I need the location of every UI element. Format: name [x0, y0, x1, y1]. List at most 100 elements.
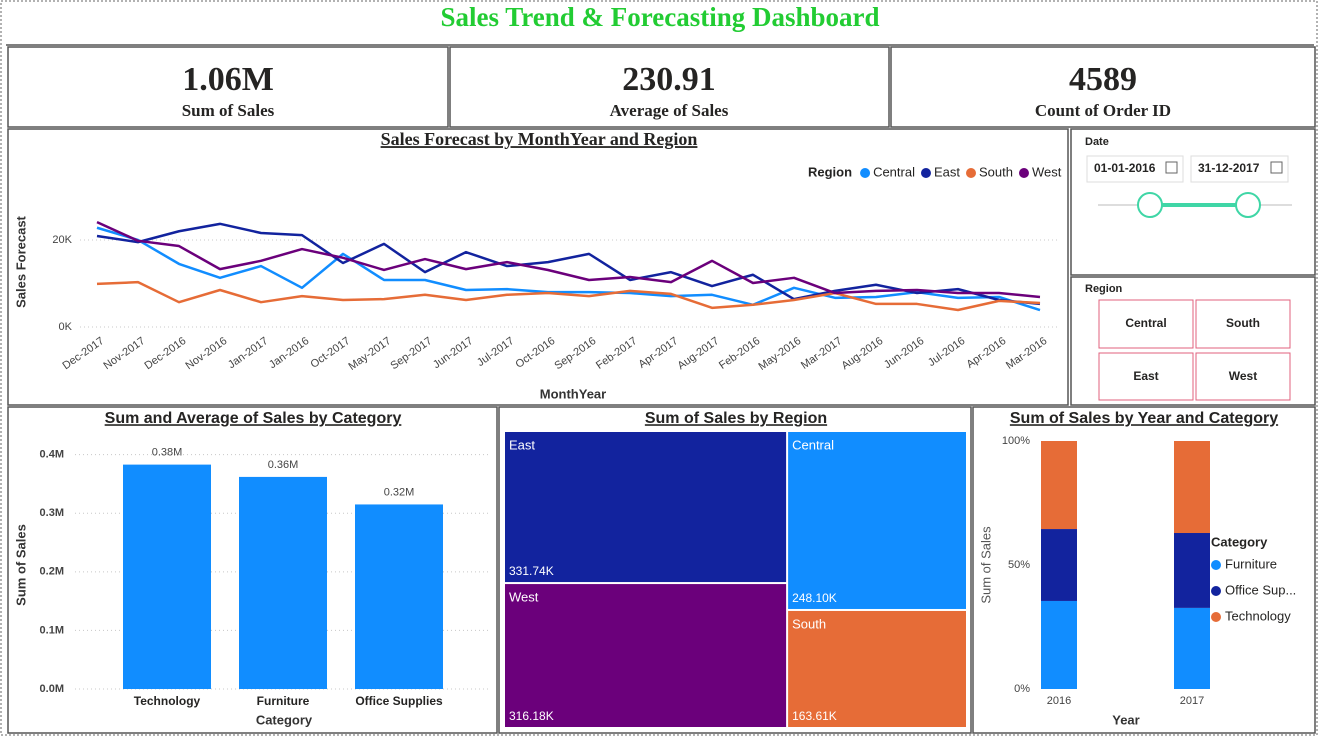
chart-title: Sales Forecast by MonthYear and Region: [381, 129, 698, 149]
tile-label: West: [509, 590, 539, 605]
y-tick-label: 0.0M: [40, 683, 64, 695]
region-option[interactable]: West: [1229, 369, 1257, 383]
legend-title: Category: [1211, 534, 1268, 549]
tile-value: 316.18K: [509, 709, 554, 723]
legend-marker: [860, 168, 871, 178]
legend-marker: [1018, 168, 1029, 178]
y-tick-label: 0.2M: [40, 566, 64, 578]
bar-segment: [1174, 607, 1210, 689]
data-label: 0.38M: [152, 447, 183, 459]
legend-label: Furniture: [1225, 556, 1277, 571]
legend-title: Region: [808, 164, 852, 179]
legend-label: Central: [873, 164, 915, 179]
date-slicer: [1070, 128, 1316, 276]
treemap-tile: [788, 610, 966, 727]
region-button[interactable]: [1098, 299, 1194, 349]
calendar-icon[interactable]: [1270, 161, 1283, 174]
kpi-value: 230.91: [622, 61, 716, 98]
y-tick-label: 20K: [52, 234, 72, 246]
y-tick-label: 50%: [1008, 559, 1030, 571]
series-line: [96, 280, 1041, 312]
legend-marker: [1211, 586, 1221, 596]
series-line: [96, 222, 1041, 306]
treemap-tile: [505, 584, 787, 727]
x-axis-title: Year: [1112, 712, 1139, 727]
region-button[interactable]: [1098, 352, 1194, 401]
tile-label: Central: [792, 437, 834, 452]
chart-title: Sum of Sales by Year and Category: [1010, 410, 1278, 427]
bar-segment: [1174, 533, 1210, 608]
dashboard-title: Sales Trend & Forecasting Dashboard: [440, 2, 879, 32]
y-tick-label: 0%: [1014, 683, 1030, 695]
x-tick-label: 2016: [1047, 695, 1071, 707]
slicer-label: Date: [1085, 136, 1109, 148]
legend-label: West: [1032, 164, 1062, 179]
series-line: [96, 220, 1041, 299]
date-start[interactable]: 01-01-2016: [1094, 161, 1156, 175]
x-tick-label: Office Supplies: [355, 694, 443, 708]
bar-segment: [1174, 441, 1210, 534]
stacked-panel: [972, 406, 1316, 734]
treemap-tile: [505, 432, 787, 583]
tile-value: 163.61K: [792, 709, 837, 723]
slider-handle[interactable]: [1235, 192, 1261, 218]
date-input[interactable]: [1190, 155, 1289, 183]
series-line: [96, 226, 1041, 312]
bar: [355, 504, 443, 689]
data-label: 0.36M: [268, 459, 299, 471]
kpi-card: [449, 46, 890, 128]
tile-value: 248.10K: [792, 591, 837, 605]
y-tick-label: 0.3M: [40, 507, 64, 519]
kpi-value: 1.06M: [182, 61, 274, 98]
data-label: 0.32M: [384, 486, 415, 498]
kpi-label: Sum of Sales: [182, 101, 275, 120]
legend-marker: [920, 168, 931, 178]
region-button[interactable]: [1195, 299, 1291, 349]
y-tick-label: 0.4M: [40, 449, 64, 461]
chart-title: Sum of Sales by Region: [645, 410, 827, 427]
calendar-icon[interactable]: [1165, 161, 1178, 174]
y-axis-title: Sales Forecast: [13, 215, 28, 307]
slicer-label: Region: [1085, 283, 1123, 295]
legend-marker: [966, 168, 976, 178]
bar-segment: [1041, 441, 1077, 530]
x-tick-label: 2017: [1180, 695, 1204, 707]
region-option[interactable]: South: [1226, 316, 1260, 330]
y-axis-title: Sum of Sales: [13, 524, 28, 606]
bar: [123, 464, 211, 689]
tile-value: 331.74K: [509, 564, 554, 578]
bar-segment: [1041, 600, 1077, 689]
kpi-label: Average of Sales: [610, 101, 729, 120]
legend-label: Technology: [1225, 608, 1291, 623]
x-axis-title: Category: [256, 712, 313, 727]
region-option[interactable]: East: [1133, 369, 1158, 383]
chart-title: Sum and Average of Sales by Category: [105, 410, 402, 427]
legend-marker: [1211, 612, 1221, 622]
slider-handle[interactable]: [1137, 192, 1163, 218]
bar: [239, 476, 327, 689]
y-tick-label: 0K: [59, 321, 73, 333]
bar-segment: [1041, 529, 1077, 601]
tile-label: East: [509, 437, 535, 452]
region-option[interactable]: Central: [1125, 316, 1166, 330]
kpi-value: 4589: [1069, 61, 1137, 98]
y-axis-title: Sum of Sales: [978, 526, 993, 604]
region-button[interactable]: [1195, 352, 1291, 401]
treemap-tile: [788, 432, 966, 609]
legend-label: South: [979, 164, 1013, 179]
date-end[interactable]: 31-12-2017: [1198, 161, 1260, 175]
x-tick-label: Furniture: [257, 694, 310, 708]
legend-marker: [1211, 560, 1221, 570]
y-tick-label: 0.1M: [40, 624, 64, 636]
kpi-card: [890, 46, 1316, 128]
legend-label: East: [934, 164, 960, 179]
x-axis-title: MonthYear: [540, 386, 606, 401]
kpi-label: Count of Order ID: [1035, 101, 1171, 120]
legend-label: Office Sup...: [1225, 582, 1296, 597]
x-tick-label: Technology: [134, 694, 201, 708]
kpi-card: [7, 46, 449, 128]
y-tick-label: 100%: [1002, 435, 1030, 447]
tile-label: South: [792, 616, 826, 631]
date-input[interactable]: [1086, 155, 1184, 183]
